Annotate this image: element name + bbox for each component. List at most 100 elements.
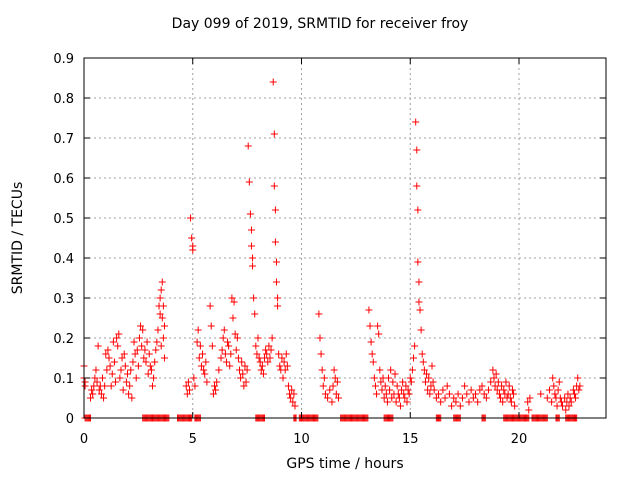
data-point — [425, 374, 433, 382]
data-point — [493, 386, 501, 394]
data-point — [411, 342, 419, 350]
data-point — [448, 402, 456, 410]
data-point — [551, 390, 559, 398]
data-point — [334, 394, 342, 402]
data-point — [212, 386, 220, 394]
data-point — [240, 382, 248, 390]
data-point — [213, 378, 221, 386]
data-point — [190, 374, 198, 382]
data-point — [383, 398, 391, 406]
data-point — [238, 358, 246, 366]
data-point — [452, 398, 460, 406]
data-point — [225, 342, 233, 350]
data-point — [554, 386, 562, 394]
data-point — [252, 342, 260, 350]
data-point — [201, 370, 209, 378]
data-point — [391, 370, 399, 378]
data-point — [141, 346, 149, 354]
data-point — [249, 262, 257, 270]
data-point — [279, 374, 287, 382]
data-point — [233, 334, 241, 342]
data-point — [270, 182, 278, 190]
data-point — [230, 298, 238, 306]
data-point — [441, 394, 449, 402]
data-point — [266, 354, 274, 362]
data-point — [101, 382, 109, 390]
data-point — [387, 366, 395, 374]
data-point — [412, 118, 420, 126]
data-point — [408, 366, 416, 374]
data-point — [398, 386, 406, 394]
data-point — [548, 398, 556, 406]
data-point — [157, 286, 165, 294]
data-point — [113, 334, 121, 342]
data-point — [131, 350, 139, 358]
data-point — [193, 338, 201, 346]
data-point — [152, 346, 160, 354]
data-point — [456, 402, 464, 410]
data-point — [404, 386, 412, 394]
data-point — [549, 374, 557, 382]
data-point — [124, 370, 131, 378]
data-point — [537, 390, 545, 398]
data-point — [272, 278, 280, 286]
data-point — [159, 334, 167, 342]
data-point — [203, 378, 211, 386]
data-point — [244, 142, 252, 150]
data-point — [114, 342, 122, 350]
data-point — [275, 350, 283, 358]
data-point — [242, 378, 250, 386]
data-point — [154, 326, 162, 334]
data-point — [454, 390, 462, 398]
data-point — [219, 334, 227, 342]
data-point — [373, 390, 381, 398]
data-point — [526, 394, 534, 402]
data-point — [209, 390, 217, 398]
data-point — [419, 358, 427, 366]
data-point — [291, 402, 299, 410]
data-point — [153, 338, 161, 346]
data-point — [231, 330, 239, 338]
data-point — [91, 374, 99, 382]
data-point — [417, 326, 425, 334]
data-point — [476, 386, 484, 394]
data-point — [489, 366, 497, 374]
y-axis-label: SRMTID / TECUs — [10, 181, 26, 295]
data-point — [189, 246, 197, 254]
data-point — [386, 386, 394, 394]
data-point — [467, 386, 475, 394]
data-point — [424, 386, 432, 394]
data-point — [146, 362, 154, 370]
data-point — [332, 390, 340, 398]
data-point — [461, 382, 469, 390]
x-axis-label: GPS time / hours — [286, 456, 404, 472]
data-point — [414, 258, 422, 266]
data-point — [550, 382, 558, 390]
data-point — [474, 398, 482, 406]
data-point — [133, 346, 141, 354]
data-point — [567, 398, 575, 406]
data-point — [264, 358, 272, 366]
data-point — [102, 350, 110, 358]
data-point — [217, 354, 225, 362]
data-point — [156, 294, 164, 302]
data-point — [415, 298, 423, 306]
data-point — [187, 214, 195, 222]
data-point — [259, 370, 267, 378]
data-point — [106, 362, 114, 370]
data-point — [485, 386, 493, 394]
data-point — [208, 342, 216, 350]
y-tick-label: 0.9 — [53, 52, 74, 67]
data-point — [269, 78, 277, 86]
data-point — [89, 390, 97, 398]
data-point — [366, 322, 374, 330]
data-point — [227, 350, 235, 358]
data-point — [507, 398, 515, 406]
data-point — [222, 358, 230, 366]
data-point — [200, 366, 208, 374]
data-point — [326, 386, 334, 394]
data-point — [369, 358, 377, 366]
data-point — [90, 382, 98, 390]
data-point — [127, 366, 135, 374]
